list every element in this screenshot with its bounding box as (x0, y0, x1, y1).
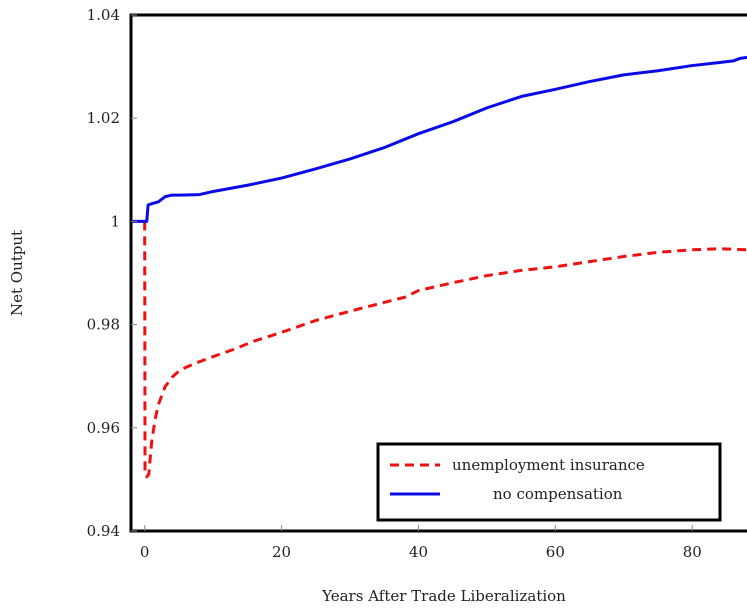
y-tick-label-0.98: 0.98 (87, 316, 120, 334)
x-axis-title: Years After Trade Liberalization (321, 587, 566, 605)
x-tick-label-60: 60 (546, 543, 565, 561)
series-layer (131, 55, 747, 479)
legend-label-no-compensation: no compensation (493, 485, 623, 503)
y-tick-label-1: 1 (110, 212, 120, 230)
y-tick-label-1.02: 1.02 (87, 109, 120, 127)
y-tick-label-0.94: 0.94 (87, 522, 120, 540)
y-tick-label-1.04: 1.04 (87, 6, 120, 24)
series-line-unemployment-insurance (143, 221, 747, 479)
x-tick-label-80: 80 (683, 543, 702, 561)
legend-label-unemployment-insurance: unemployment insurance (452, 456, 645, 474)
y-tick-label-0.96: 0.96 (87, 419, 120, 437)
y-axis-title: Net Output (8, 230, 26, 316)
x-tick-label-0: 0 (140, 543, 150, 561)
x-tick-label-40: 40 (409, 543, 428, 561)
axes-layer (129, 13, 747, 533)
plot-frame (129, 13, 747, 533)
ticks-layer: 0 20 40 60 80 0.94 0.96 0.98 1 1.02 1.04 (87, 6, 702, 561)
legend-box (376, 442, 722, 522)
legend: unemployment insurance no compensation (376, 442, 722, 522)
series-line-no-compensation (131, 55, 747, 223)
x-tick-label-20: 20 (272, 543, 291, 561)
